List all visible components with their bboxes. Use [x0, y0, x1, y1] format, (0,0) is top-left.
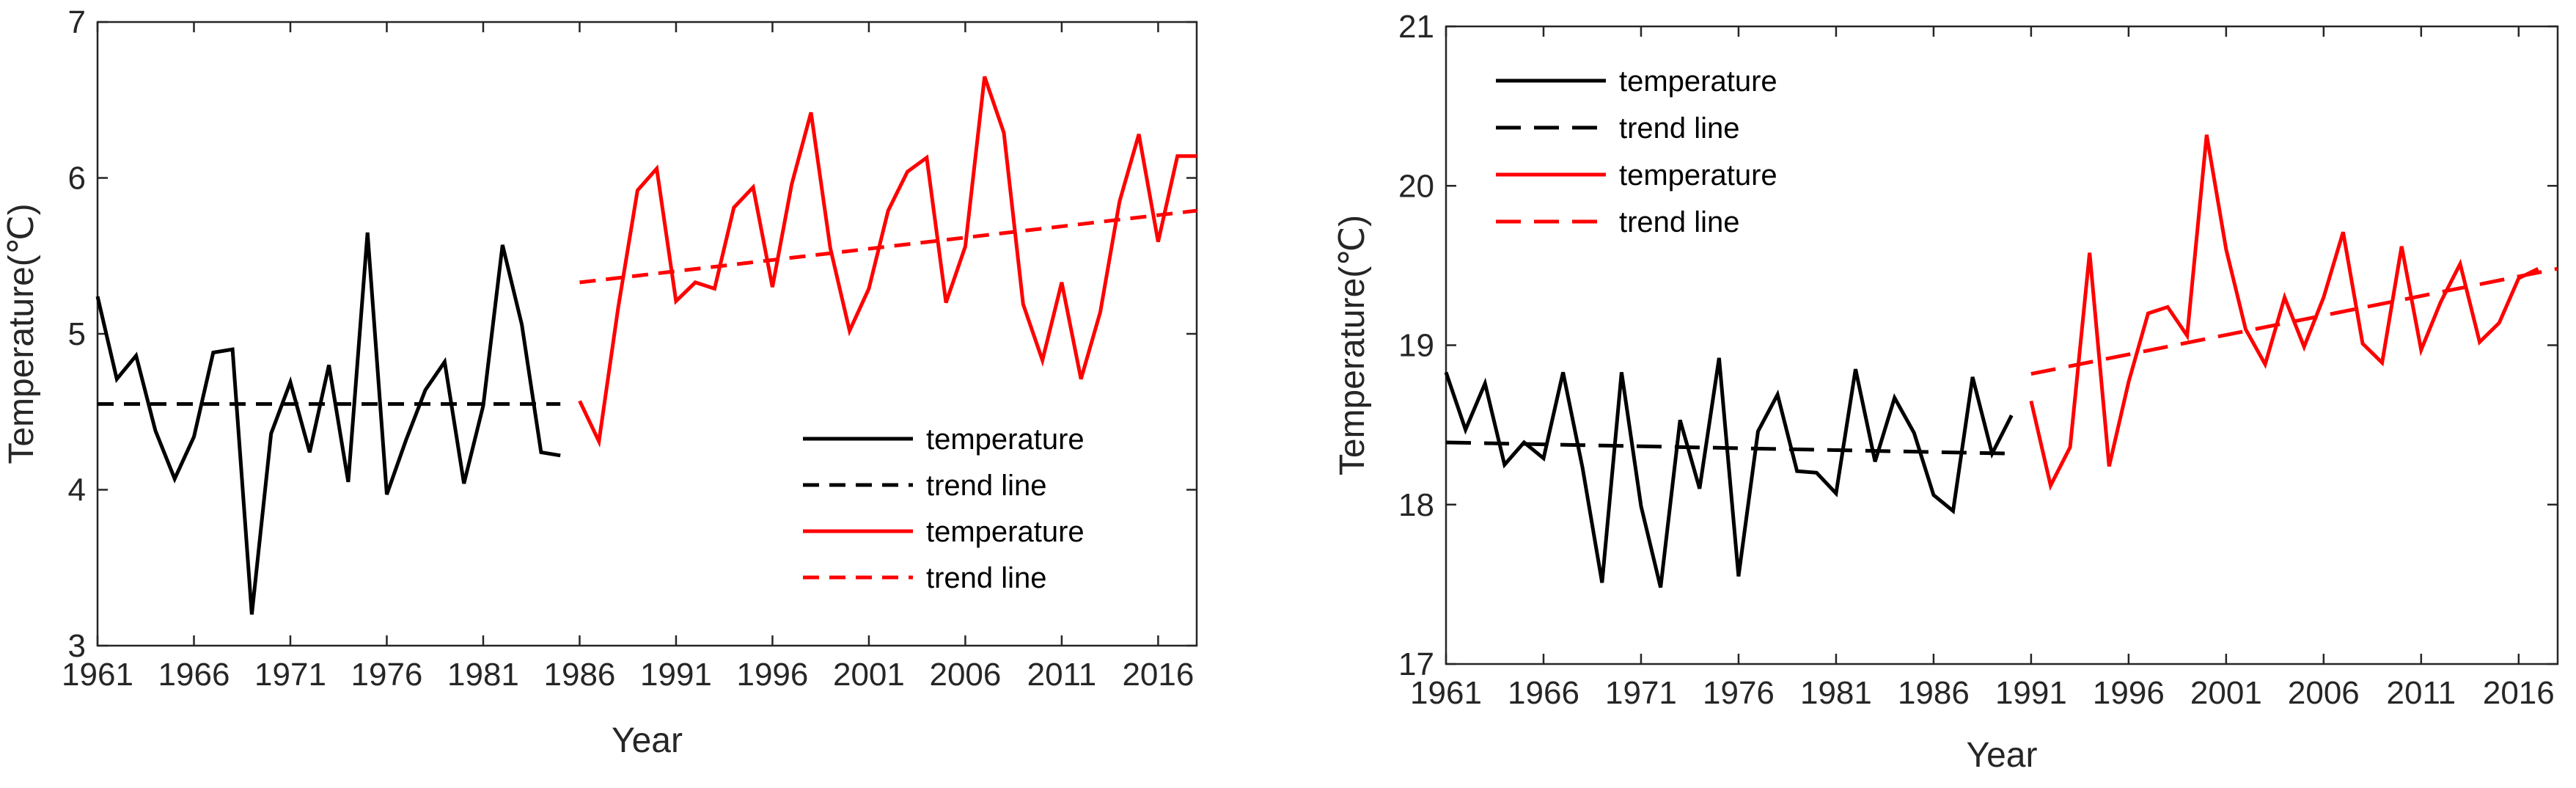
y-tick-label: 7 [68, 4, 86, 40]
y-tick-label: 19 [1398, 328, 1434, 364]
x-tick-label: 1986 [1898, 675, 1970, 711]
y-tick-label: 18 [1398, 487, 1434, 523]
y-tick-label: 3 [68, 628, 86, 664]
x-tick-label: 2006 [2288, 675, 2360, 711]
legend-label: temperature [1619, 65, 1777, 98]
legend-label: trend line [926, 470, 1047, 502]
y-tick-label: 17 [1398, 646, 1434, 682]
x-tick-label: 2006 [929, 657, 1001, 693]
x-tick-label: 1991 [1995, 675, 2067, 711]
x-tick-label: 1981 [1800, 675, 1872, 711]
y-tick-label: 4 [68, 473, 86, 508]
x-axis-title: Year [612, 721, 683, 760]
x-tick-label: 1961 [1410, 675, 1482, 711]
x-tick-label: 1996 [736, 657, 808, 693]
x-tick-label: 1966 [158, 657, 230, 693]
legend: temperature trend line temperature trend li… [803, 423, 1085, 594]
x-tick-label: 1976 [1703, 675, 1775, 711]
y-axis-title: Temperature(℃) [2, 203, 41, 464]
trend-line-black [1445, 440, 2012, 456]
trend-line-red [579, 208, 1197, 285]
x-tick-label: 1971 [1605, 675, 1677, 711]
temperature-series-red [2029, 134, 2539, 491]
x-tick-label: 2011 [2387, 675, 2456, 711]
y-tick-label: 20 [1398, 168, 1434, 204]
x-tick-label: 1981 [447, 657, 519, 693]
x-tick-label: 1986 [544, 657, 616, 693]
x-tick-label: 1971 [254, 657, 326, 693]
x-axis-title: Year [1967, 736, 2038, 775]
x-tick-label: 2016 [1122, 657, 1194, 693]
y-tick-label: 6 [68, 161, 86, 197]
x-tick-label: 1996 [2093, 675, 2165, 711]
legend-label: trend line [1619, 206, 1740, 238]
x-tick-label: 1961 [62, 657, 133, 693]
legend-label: temperature [1619, 159, 1777, 191]
temperature-series-black [95, 232, 561, 615]
y-tick-label: 21 [1398, 9, 1434, 45]
x-tick-label: 1991 [640, 657, 712, 693]
legend-label: trend line [1619, 112, 1740, 145]
legend-label: temperature [926, 516, 1085, 548]
right-temperature-chart: 1961 1966 1971 1976 1981 1986 1991 1996 2001 2006… [1333, 9, 2559, 775]
left-temperature-chart: 1961 1966 1971 1976 1981 1986 1991 1996 2001 2006… [2, 4, 1198, 760]
legend-label: trend line [926, 562, 1047, 594]
x-tick-label: 1976 [351, 657, 423, 693]
y-axis-title: Temperature(℃) [1333, 215, 1372, 475]
x-tick-label: 2001 [833, 657, 905, 693]
x-tick-label: 2011 [1027, 657, 1097, 693]
x-tick-label: 2016 [2483, 675, 2555, 711]
x-tick-label: 1966 [1508, 675, 1579, 711]
plot-area-frame [1445, 25, 2559, 665]
legend: temperature trend line temperature trend li… [1496, 65, 1777, 238]
trend-line-red [2030, 266, 2558, 376]
y-tick-label: 5 [68, 316, 86, 352]
x-tick-label: 2001 [2190, 675, 2262, 711]
temperature-series-black [1444, 357, 2014, 588]
legend-label: temperature [926, 423, 1085, 456]
temperature-series-red [578, 76, 1197, 448]
